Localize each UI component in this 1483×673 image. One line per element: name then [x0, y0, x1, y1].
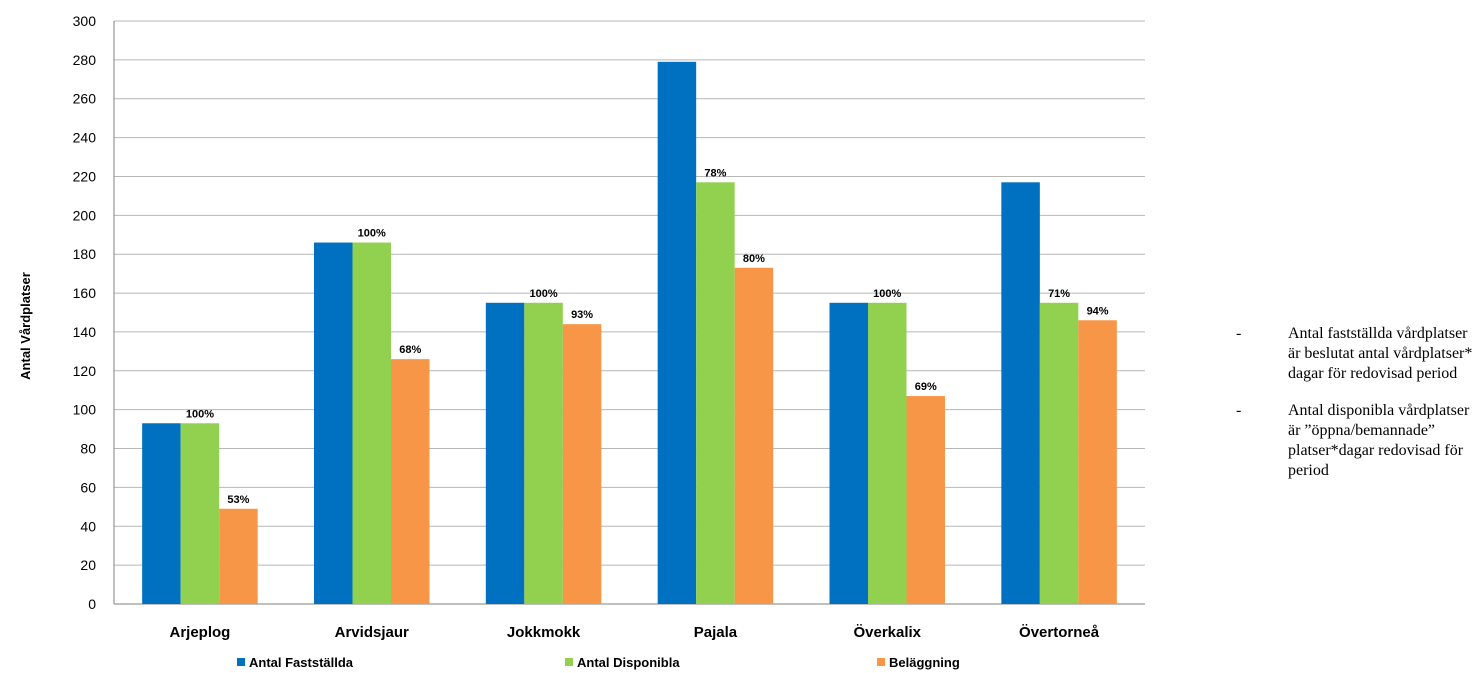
- legend: Antal Fastställda Antal Disponibla Beläggn…: [237, 655, 960, 670]
- y-tick-label: 240: [73, 130, 97, 146]
- bar: [180, 423, 220, 604]
- bar: [868, 302, 907, 604]
- data-label: 94%: [1087, 305, 1109, 317]
- y-tick-label: 20: [80, 557, 96, 573]
- legend-swatch: [565, 658, 573, 666]
- y-axis-label: Antal Vårdplatser: [18, 272, 33, 380]
- note-dash: -: [1236, 402, 1242, 419]
- x-axis-categories: Arjeplog Arvidsjaur Jokkmokk Pajala Överkali…: [169, 624, 1099, 641]
- data-label: 100%: [186, 408, 214, 420]
- y-tick-label: 60: [80, 479, 96, 495]
- bar: [562, 324, 602, 604]
- data-label: 71%: [1048, 288, 1070, 300]
- y-tick-label: 140: [73, 324, 97, 340]
- bar: [657, 61, 697, 605]
- bar: [142, 423, 181, 604]
- x-category-label: Övertorneå: [1019, 624, 1100, 641]
- bar: [1001, 182, 1040, 604]
- y-tick-label: 160: [73, 285, 97, 301]
- y-tick-label: 100: [73, 402, 97, 418]
- legend-swatch: [237, 658, 245, 666]
- gridlines: [113, 20, 1145, 605]
- bar: [391, 359, 430, 604]
- notes-list: - Antal fastställda vårdplatser är beslu…: [1236, 324, 1476, 498]
- x-category-label: Arjeplog: [169, 624, 230, 641]
- bar: [352, 242, 391, 605]
- y-tick-label: 260: [73, 91, 97, 107]
- x-category-label: Överkalix: [853, 624, 921, 641]
- data-label: 68%: [399, 344, 421, 356]
- y-tick-label: 80: [80, 441, 96, 457]
- y-tick-label: 200: [73, 207, 97, 223]
- bar: [696, 182, 735, 604]
- bar: [524, 302, 563, 604]
- x-category-label: Arvidsjaur: [335, 624, 409, 641]
- x-category-label: Jokkmokk: [507, 624, 581, 641]
- bar: [314, 242, 353, 605]
- bar: [734, 267, 774, 604]
- note-dash: -: [1236, 325, 1242, 342]
- data-label: 100%: [530, 288, 558, 300]
- bars: [142, 61, 1117, 605]
- y-tick-label: 300: [73, 13, 97, 29]
- bar: [485, 302, 525, 604]
- legend-label: Antal Disponibla: [577, 655, 680, 670]
- note-item: - Antal fastställda vårdplatser är beslu…: [1236, 324, 1476, 384]
- data-label: 78%: [704, 167, 726, 179]
- y-tick-label: 0: [88, 596, 96, 612]
- x-category-label: Pajala: [694, 624, 738, 641]
- bar: [906, 396, 945, 604]
- bar: [1039, 302, 1079, 604]
- note-text: Antal disponibla vårdplatser är ”öppna/b…: [1288, 402, 1470, 479]
- legend-swatch: [877, 658, 885, 666]
- y-axis-ticks: 0 20 40 60 80 100 120 140 160 180 200 220 240 260 280 3…: [73, 13, 97, 612]
- bar: [1078, 320, 1117, 604]
- data-label: 80%: [743, 253, 765, 265]
- y-tick-label: 220: [73, 168, 97, 184]
- note-item: - Antal disponibla vårdplatser är ”öppna…: [1236, 401, 1476, 481]
- y-tick-label: 120: [73, 363, 97, 379]
- y-tick-label: 280: [73, 52, 97, 68]
- data-label: 100%: [873, 288, 901, 300]
- bar: [219, 508, 258, 604]
- data-label: 69%: [915, 381, 937, 393]
- data-label: 93%: [571, 309, 593, 321]
- bar-chart: 0 20 40 60 80 100 120 140 160 180 200 220 240 260 280 3…: [18, 13, 1145, 670]
- data-label: 53%: [227, 494, 249, 506]
- note-text: Antal fastställda vårdplatser är besluta…: [1288, 325, 1473, 382]
- legend-label: Antal Fastställda: [249, 655, 354, 670]
- legend-label: Beläggning: [889, 655, 960, 670]
- y-tick-label: 40: [80, 518, 96, 534]
- data-labels: 100% 53% 100% 68% 100% 93% 78% 80% 100% 69% 71% 94%: [186, 167, 1109, 505]
- bar: [829, 302, 868, 604]
- data-label: 100%: [358, 228, 386, 240]
- y-tick-label: 180: [73, 246, 97, 262]
